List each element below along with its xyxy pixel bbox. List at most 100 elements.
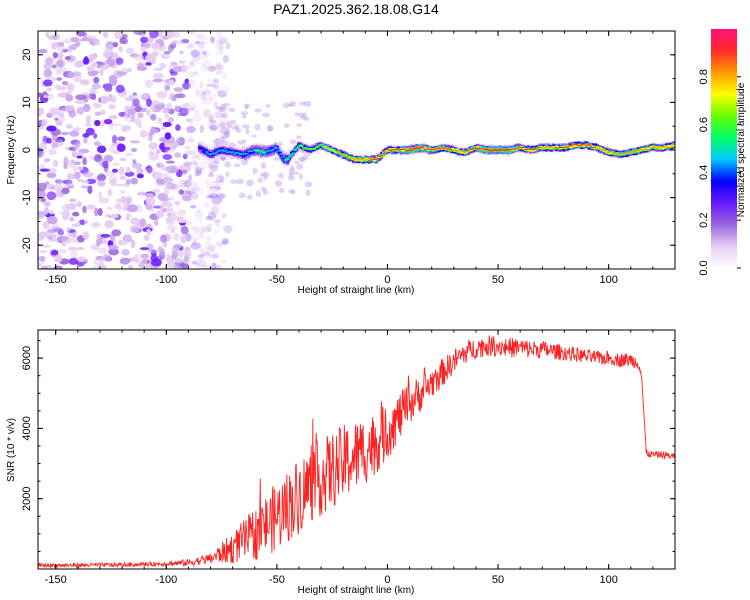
noise-cell — [180, 235, 187, 244]
noise-cell — [215, 60, 222, 67]
ridge-cell — [610, 151, 614, 153]
noise-cell — [58, 112, 65, 118]
noise-cell — [97, 207, 103, 217]
noise-cell — [104, 45, 115, 50]
ridge-cell — [401, 148, 405, 150]
ridge-cell — [585, 145, 589, 147]
noise-cell — [265, 104, 271, 108]
ridge-cell — [555, 145, 559, 148]
noise-cell — [205, 180, 211, 190]
noise-cell — [199, 186, 204, 195]
noise-cell — [130, 147, 138, 153]
noise-cell — [220, 225, 229, 231]
ridge-cell — [629, 151, 633, 155]
noise-cell — [55, 69, 61, 76]
ridge-cell — [498, 149, 502, 151]
noise-cell — [127, 204, 138, 213]
ridge-cell — [481, 148, 484, 150]
ridge-cell — [555, 147, 559, 149]
ridge-cell — [594, 146, 598, 150]
noise-cell — [289, 101, 297, 107]
noise-cell — [85, 127, 95, 136]
colorbar-tick-label: 0.6 — [698, 117, 710, 132]
noise-cell — [185, 259, 192, 264]
noise-cell — [131, 162, 143, 169]
ridge-cell — [302, 147, 306, 149]
noise-cell — [294, 160, 300, 164]
noise-cell — [46, 172, 57, 179]
ridge-cell — [551, 145, 555, 149]
noise-cell — [68, 232, 74, 238]
ridge-cell — [221, 149, 224, 151]
ridge-cell — [417, 147, 421, 149]
noise-cell — [79, 78, 90, 86]
noise-cell — [48, 226, 58, 230]
ridge-cell — [290, 154, 293, 157]
noise-cell — [216, 31, 223, 39]
noise-cell — [136, 173, 144, 179]
ridge-cell — [479, 145, 483, 150]
ridge-cell — [445, 147, 449, 150]
ridge-cell — [360, 159, 364, 161]
noise-cell — [155, 210, 165, 219]
noise-cell — [62, 210, 71, 217]
ridge-cell — [252, 149, 256, 151]
noise-cell — [62, 203, 71, 212]
noise-cell — [283, 102, 290, 108]
ridge-cell — [421, 146, 424, 148]
noise-cell — [203, 178, 209, 183]
ridge-cell — [651, 146, 654, 148]
noise-cell — [184, 78, 189, 84]
noise-cell — [48, 148, 57, 156]
noise-cell — [150, 113, 157, 121]
noise-cell — [185, 118, 193, 123]
ridge-cell — [247, 150, 251, 155]
snr-x-label: Height of straight line (km) — [298, 585, 415, 596]
noise-cell — [108, 104, 116, 110]
ridge-cell — [320, 144, 323, 148]
noise-cell — [216, 186, 222, 191]
noise-cell — [45, 31, 50, 38]
noise-cell — [61, 80, 69, 86]
noise-cell — [52, 159, 59, 168]
noise-cell — [188, 118, 194, 128]
noise-cell — [176, 209, 186, 217]
noise-cell — [183, 180, 192, 188]
noise-cell — [99, 109, 106, 116]
ridge-cell — [359, 156, 362, 161]
ridge-cell — [564, 144, 568, 149]
noise-cell — [183, 161, 193, 167]
noise-cell — [254, 123, 261, 131]
noise-cell — [111, 134, 118, 144]
noise-cell — [144, 79, 154, 88]
ridge-cell — [359, 159, 362, 162]
ridge-cell — [357, 159, 361, 162]
noise-cell — [179, 50, 184, 55]
ridge-cell — [229, 151, 233, 154]
noise-cell — [58, 235, 69, 242]
noise-cell — [110, 52, 119, 59]
ridge-cell — [199, 147, 203, 149]
noise-cell — [194, 211, 203, 219]
snr-y-tick-label: 4000 — [21, 416, 33, 440]
noise-cell — [205, 256, 215, 260]
noise-cell — [152, 171, 157, 177]
ridge-cell — [532, 149, 536, 152]
noise-cell — [219, 156, 227, 161]
noise-cell — [287, 175, 295, 181]
ridge-cell — [244, 153, 247, 155]
noise-cell — [73, 62, 84, 68]
ridge-cell — [520, 147, 523, 149]
noise-cell — [72, 166, 77, 172]
noise-cell — [208, 94, 218, 100]
noise-cell — [214, 64, 222, 70]
noise-cell — [111, 229, 122, 237]
noise-cell — [103, 50, 112, 59]
noise-cell — [38, 147, 43, 156]
noise-cell — [298, 173, 303, 180]
noise-cell — [156, 91, 168, 99]
ridge-cell — [590, 145, 594, 148]
ridge-cell — [603, 150, 607, 153]
ridge-cell — [261, 151, 265, 154]
noise-cell — [139, 129, 148, 138]
